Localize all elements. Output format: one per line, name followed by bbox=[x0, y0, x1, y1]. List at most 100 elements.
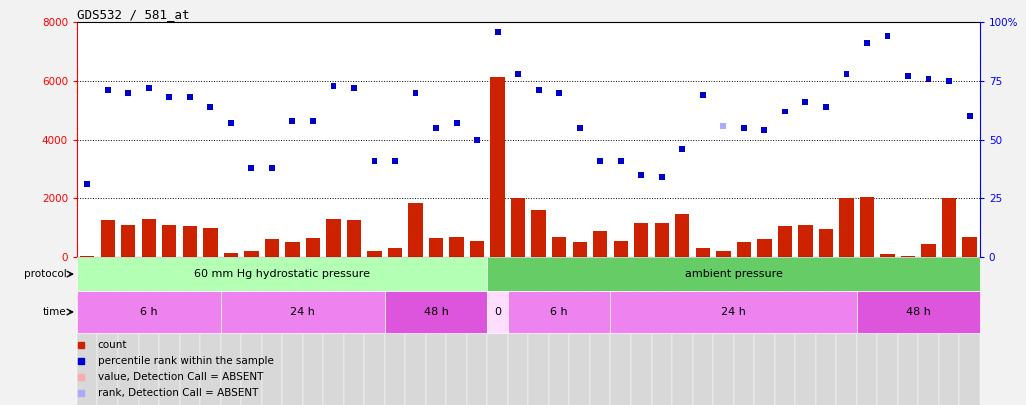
FancyBboxPatch shape bbox=[487, 257, 508, 405]
Point bbox=[530, 87, 547, 94]
Point bbox=[366, 158, 383, 164]
Point bbox=[305, 117, 321, 124]
FancyBboxPatch shape bbox=[508, 291, 610, 333]
Point bbox=[264, 164, 280, 171]
Bar bbox=[121, 225, 135, 257]
FancyBboxPatch shape bbox=[918, 257, 939, 405]
Point bbox=[592, 158, 608, 164]
Point bbox=[777, 108, 793, 115]
Point bbox=[407, 90, 424, 96]
FancyBboxPatch shape bbox=[344, 257, 364, 405]
Point bbox=[818, 104, 834, 110]
Bar bbox=[860, 197, 874, 257]
Text: GDS532 / 581_at: GDS532 / 581_at bbox=[77, 8, 190, 21]
Bar bbox=[531, 210, 546, 257]
Bar bbox=[962, 237, 977, 257]
Bar bbox=[183, 226, 197, 257]
Point bbox=[838, 71, 855, 77]
Bar bbox=[367, 251, 382, 257]
FancyBboxPatch shape bbox=[262, 257, 282, 405]
Point bbox=[879, 33, 896, 40]
FancyBboxPatch shape bbox=[631, 257, 652, 405]
Point bbox=[920, 75, 937, 82]
Point bbox=[469, 136, 485, 143]
Text: count: count bbox=[97, 340, 127, 350]
Bar bbox=[162, 225, 176, 257]
Text: 24 h: 24 h bbox=[721, 307, 746, 317]
Text: percentile rank within the sample: percentile rank within the sample bbox=[97, 356, 274, 367]
Point bbox=[428, 125, 444, 131]
Point bbox=[633, 172, 649, 178]
Bar bbox=[224, 253, 238, 257]
Point bbox=[387, 158, 403, 164]
FancyBboxPatch shape bbox=[159, 257, 180, 405]
Bar bbox=[347, 220, 361, 257]
FancyBboxPatch shape bbox=[569, 257, 590, 405]
Bar bbox=[449, 237, 464, 257]
Text: ambient pressure: ambient pressure bbox=[684, 269, 783, 279]
Text: 6 h: 6 h bbox=[550, 307, 568, 317]
FancyBboxPatch shape bbox=[877, 257, 898, 405]
FancyBboxPatch shape bbox=[939, 257, 959, 405]
FancyBboxPatch shape bbox=[385, 257, 405, 405]
Bar bbox=[675, 215, 689, 257]
FancyBboxPatch shape bbox=[898, 257, 918, 405]
Text: value, Detection Call = ABSENT: value, Detection Call = ABSENT bbox=[97, 372, 263, 382]
FancyBboxPatch shape bbox=[282, 257, 303, 405]
Bar bbox=[388, 248, 402, 257]
Text: 6 h: 6 h bbox=[140, 307, 158, 317]
FancyBboxPatch shape bbox=[323, 257, 344, 405]
Bar bbox=[798, 225, 813, 257]
Point bbox=[141, 85, 157, 91]
Point bbox=[859, 40, 875, 47]
Point bbox=[736, 125, 752, 131]
Bar bbox=[573, 242, 587, 257]
FancyBboxPatch shape bbox=[446, 257, 467, 405]
Bar bbox=[552, 237, 566, 257]
FancyBboxPatch shape bbox=[754, 257, 775, 405]
Bar bbox=[511, 198, 525, 257]
FancyBboxPatch shape bbox=[713, 257, 734, 405]
FancyBboxPatch shape bbox=[508, 257, 528, 405]
FancyBboxPatch shape bbox=[118, 257, 139, 405]
FancyBboxPatch shape bbox=[426, 257, 446, 405]
FancyBboxPatch shape bbox=[652, 257, 672, 405]
Bar bbox=[306, 238, 320, 257]
Bar bbox=[757, 239, 772, 257]
Point bbox=[715, 122, 732, 129]
Point bbox=[654, 174, 670, 181]
Bar bbox=[819, 229, 833, 257]
Point bbox=[243, 164, 260, 171]
FancyBboxPatch shape bbox=[241, 257, 262, 405]
FancyBboxPatch shape bbox=[364, 257, 385, 405]
Bar bbox=[614, 241, 628, 257]
Bar bbox=[326, 219, 341, 257]
Bar bbox=[101, 220, 115, 257]
Bar bbox=[244, 251, 259, 257]
Point bbox=[551, 90, 567, 96]
Point bbox=[797, 99, 814, 105]
FancyBboxPatch shape bbox=[959, 257, 980, 405]
FancyBboxPatch shape bbox=[487, 257, 980, 291]
Bar bbox=[470, 241, 484, 257]
Point bbox=[489, 28, 506, 35]
Point bbox=[223, 120, 239, 126]
Point bbox=[571, 125, 588, 131]
FancyBboxPatch shape bbox=[385, 291, 487, 333]
FancyBboxPatch shape bbox=[221, 291, 385, 333]
Bar bbox=[490, 77, 505, 257]
Text: 0: 0 bbox=[495, 307, 501, 317]
Point bbox=[182, 94, 198, 101]
Text: protocol: protocol bbox=[24, 269, 67, 279]
Text: 48 h: 48 h bbox=[906, 307, 931, 317]
Point bbox=[900, 73, 916, 79]
FancyBboxPatch shape bbox=[467, 257, 487, 405]
Point bbox=[961, 113, 978, 119]
Point bbox=[613, 158, 629, 164]
Point bbox=[448, 120, 465, 126]
Bar bbox=[901, 256, 915, 257]
Bar bbox=[696, 248, 710, 257]
Point bbox=[674, 146, 690, 152]
FancyBboxPatch shape bbox=[221, 257, 241, 405]
Point bbox=[510, 71, 526, 77]
